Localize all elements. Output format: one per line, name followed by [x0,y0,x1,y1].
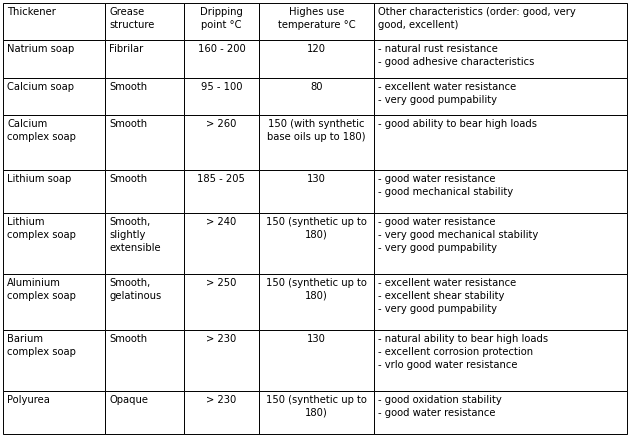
Text: 130: 130 [307,174,326,184]
Bar [105,41,184,78]
Bar [258,330,374,391]
Text: Barium
complex soap: Barium complex soap [7,334,76,357]
Bar [258,213,374,274]
Text: Other characteristics (order: good, very
good, excellent): Other characteristics (order: good, very… [379,7,576,30]
Bar [374,330,627,391]
Text: 150 (synthetic up to
180): 150 (synthetic up to 180) [266,217,367,240]
Text: 80: 80 [310,82,323,92]
Bar [374,115,627,170]
Bar [3,330,105,391]
Text: 185 - 205: 185 - 205 [197,174,245,184]
Text: Smooth,
gelatinous: Smooth, gelatinous [109,278,161,301]
Bar [258,3,374,41]
Text: > 260: > 260 [206,119,237,129]
Text: 150 (synthetic up to
180): 150 (synthetic up to 180) [266,278,367,301]
Text: - excellent water resistance
- very good pumpability: - excellent water resistance - very good… [379,82,517,105]
Text: - good water resistance
- good mechanical stability: - good water resistance - good mechanica… [379,174,513,197]
Text: Grease
structure: Grease structure [109,7,154,30]
Bar [374,274,627,330]
Text: > 250: > 250 [206,278,237,288]
Bar [105,3,184,41]
Bar [374,391,627,434]
Bar [374,213,627,274]
Text: Fibrilar: Fibrilar [109,45,143,55]
Text: - natural rust resistance
- good adhesive characteristics: - natural rust resistance - good adhesiv… [379,45,535,67]
Bar [184,330,258,391]
Bar [374,3,627,41]
Text: Calcium soap: Calcium soap [7,82,74,92]
Text: 130: 130 [307,334,326,344]
Text: Lithium soap: Lithium soap [7,174,71,184]
Bar [258,274,374,330]
Text: Smooth: Smooth [109,119,147,129]
Text: - good water resistance
- very good mechanical stability
- very good pumpability: - good water resistance - very good mech… [379,217,539,253]
Bar [374,170,627,213]
Bar [3,3,105,41]
Bar [3,391,105,434]
Bar [105,170,184,213]
Text: - excellent water resistance
- excellent shear stability
- very good pumpability: - excellent water resistance - excellent… [379,278,517,313]
Bar [258,78,374,115]
Bar [184,115,258,170]
Bar [105,274,184,330]
Bar [258,41,374,78]
Text: 120: 120 [307,45,326,55]
Bar [3,213,105,274]
Text: > 230: > 230 [206,395,236,405]
Bar [184,3,258,41]
Bar [184,274,258,330]
Text: Polyurea: Polyurea [7,395,50,405]
Text: Smooth: Smooth [109,82,147,92]
Bar [3,115,105,170]
Bar [184,41,258,78]
Text: 160 - 200: 160 - 200 [198,45,245,55]
Text: Highes use
temperature °C: Highes use temperature °C [278,7,355,30]
Bar [105,213,184,274]
Bar [258,170,374,213]
Bar [184,78,258,115]
Bar [105,115,184,170]
Text: - natural ability to bear high loads
- excellent corrosion protection
- vrlo goo: - natural ability to bear high loads - e… [379,334,549,370]
Bar [3,41,105,78]
Text: Smooth: Smooth [109,174,147,184]
Text: Lithium
complex soap: Lithium complex soap [7,217,76,240]
Text: Thickener: Thickener [7,7,56,17]
Bar [184,391,258,434]
Text: Dripping
point °C: Dripping point °C [200,7,243,30]
Bar [374,78,627,115]
Text: > 230: > 230 [206,334,236,344]
Bar [105,330,184,391]
Bar [3,78,105,115]
Text: 150 (synthetic up to
180): 150 (synthetic up to 180) [266,395,367,418]
Bar [184,213,258,274]
Text: - good oxidation stability
- good water resistance: - good oxidation stability - good water … [379,395,502,418]
Bar [258,391,374,434]
Text: 95 - 100: 95 - 100 [200,82,242,92]
Text: Aluminium
complex soap: Aluminium complex soap [7,278,76,301]
Text: Calcium
complex soap: Calcium complex soap [7,119,76,142]
Bar [3,274,105,330]
Text: Smooth: Smooth [109,334,147,344]
Text: > 240: > 240 [206,217,236,227]
Bar [105,391,184,434]
Text: Smooth,
slightly
extensible: Smooth, slightly extensible [109,217,161,253]
Text: - good ability to bear high loads: - good ability to bear high loads [379,119,537,129]
Bar [3,170,105,213]
Text: Opaque: Opaque [109,395,148,405]
Bar [105,78,184,115]
Text: Natrium soap: Natrium soap [7,45,74,55]
Bar [184,170,258,213]
Bar [374,41,627,78]
Bar [258,115,374,170]
Text: 150 (with synthetic
base oils up to 180): 150 (with synthetic base oils up to 180) [267,119,366,142]
